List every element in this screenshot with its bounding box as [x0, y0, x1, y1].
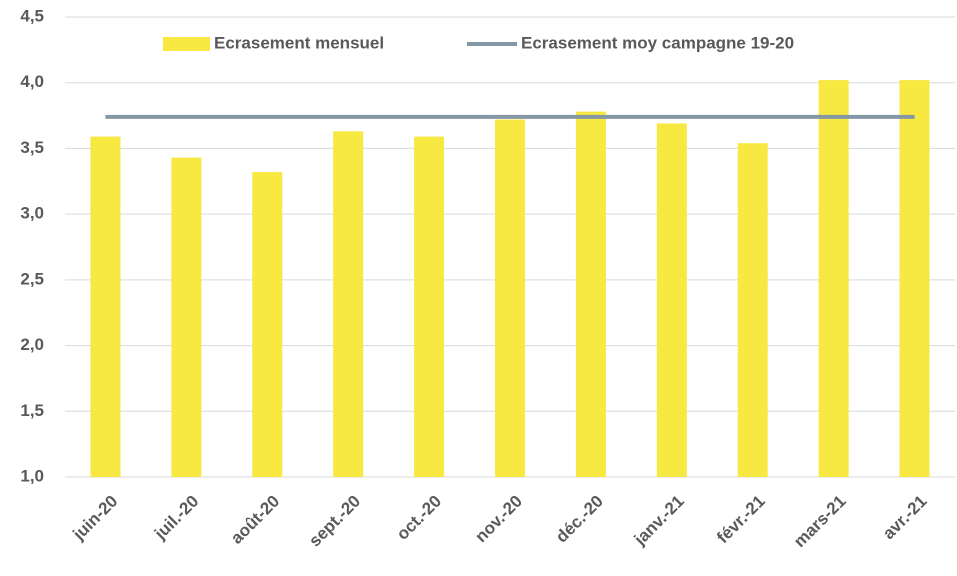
y-tick-label: 3,5 [20, 138, 44, 157]
bar [414, 136, 445, 477]
y-tick-label: 4,0 [20, 72, 44, 91]
bar [252, 172, 283, 478]
x-tick-label: sept.-20 [305, 492, 364, 551]
y-tick-label: 2,5 [20, 269, 44, 288]
legend-label: Ecrasement moy campagne 19-20 [521, 33, 794, 52]
x-tick-label: oct.-20 [393, 492, 445, 544]
y-tick-label: 4,5 [20, 6, 44, 25]
legend-label: Ecrasement mensuel [214, 33, 384, 52]
y-tick-label: 1,5 [20, 401, 44, 420]
bar [333, 131, 364, 478]
x-tick-label: févr.-21 [713, 492, 769, 548]
x-tick-label: nov.-20 [471, 492, 526, 547]
x-tick-label: août-20 [227, 492, 283, 548]
bar [495, 119, 525, 477]
x-tick-label: mars-21 [790, 492, 850, 552]
x-tick-label: janv.-21 [630, 492, 688, 550]
bar [171, 157, 202, 477]
legend-swatch [163, 37, 210, 51]
bar [899, 80, 930, 477]
bar [818, 80, 849, 477]
bar [575, 111, 606, 477]
bar [656, 123, 687, 477]
y-tick-label: 2,0 [20, 335, 44, 354]
x-tick-label: déc.-20 [552, 492, 607, 547]
bar [737, 143, 768, 477]
bar [90, 136, 121, 477]
x-tick-label: avr.-21 [879, 492, 931, 544]
x-tick-label: juin-20 [69, 492, 122, 545]
y-tick-label: 1,0 [20, 466, 44, 485]
x-tick-label: juil.-20 [150, 492, 202, 544]
y-tick-label: 3,0 [20, 204, 44, 223]
